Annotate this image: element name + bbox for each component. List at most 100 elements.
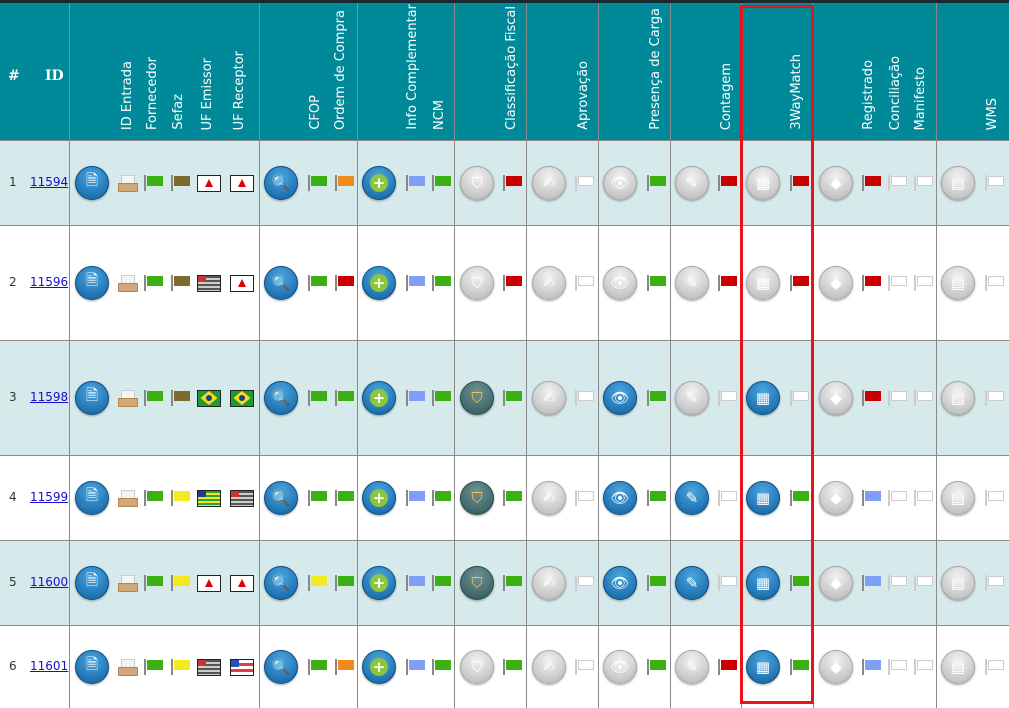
header-ordem-de-compra[interactable]: Ordem de Compra [333, 9, 348, 130]
registrado-diamond-button[interactable]: ◆ [819, 165, 853, 200]
contagem-flag-red[interactable] [718, 274, 738, 291]
ncm-flag-green[interactable] [432, 658, 452, 675]
classificacao-flag-green[interactable] [503, 658, 523, 675]
sefaz-flag-green[interactable] [144, 174, 164, 191]
info-complementar-flag-blue[interactable] [406, 274, 426, 291]
header-fornecedor[interactable]: Fornecedor [145, 56, 160, 130]
header-uf-receptor[interactable]: UF Receptor [232, 50, 247, 130]
header-3waymatch[interactable]: 3WayMatch [789, 54, 804, 130]
3waymatch-grid-button[interactable]: ▦ [746, 265, 780, 300]
wms-flag-white[interactable] [985, 658, 1005, 675]
manifesto-flag-white[interactable] [914, 658, 934, 675]
header-classificacao-fiscal[interactable]: Classificação Fiscal [504, 6, 519, 130]
header-conciliacao[interactable]: Conciliação [888, 55, 903, 130]
registrado-diamond-button[interactable]: ◆ [819, 265, 853, 300]
sefaz-flag-green[interactable] [144, 274, 164, 291]
presenca-flag-green[interactable] [647, 489, 667, 506]
document-id-link[interactable]: 11599 [30, 489, 69, 504]
ncm-flag-green[interactable] [432, 574, 452, 591]
contagem-button[interactable]: ✎ [675, 649, 709, 684]
aprovacao-button[interactable]: ✍ [532, 649, 566, 684]
aprovacao-flag-white[interactable] [575, 174, 595, 191]
sefaz-flag-green[interactable] [144, 658, 164, 675]
sefaz-flag-green[interactable] [144, 489, 164, 506]
header-aprovacao[interactable]: Aprovação [576, 61, 591, 130]
manifesto-flag-white[interactable] [914, 574, 934, 591]
classificacao-badge-button[interactable]: ⛉ [460, 565, 494, 600]
wms-button[interactable]: ▤ [941, 265, 975, 300]
presenca-flag-green[interactable] [647, 174, 667, 191]
document-id-link[interactable]: 11594 [30, 174, 69, 189]
header-contagem[interactable]: Contagem [719, 62, 734, 130]
contagem-button[interactable]: ✎ [675, 565, 709, 600]
presenca-flag-green[interactable] [647, 274, 667, 291]
sefaz-flag-green[interactable] [144, 389, 164, 406]
conciliacao-flag-white[interactable] [888, 389, 908, 406]
contagem-flag-white[interactable] [718, 389, 738, 406]
contagem-button[interactable]: ✎ [675, 380, 709, 415]
3waymatch-grid-button[interactable]: ▦ [746, 565, 780, 600]
3waymatch-grid-button[interactable]: ▦ [746, 649, 780, 684]
3waymatch-grid-button[interactable]: ▦ [746, 380, 780, 415]
wms-flag-white[interactable] [985, 574, 1005, 591]
wms-flag-white[interactable] [985, 389, 1005, 406]
fornecedor-inbox-icon[interactable] [118, 174, 138, 192]
registrado-diamond-button[interactable]: ◆ [819, 480, 853, 515]
header-manifesto[interactable]: Manifesto [913, 66, 928, 130]
wms-button[interactable]: ▤ [941, 380, 975, 415]
contagem-button[interactable]: ✎ [675, 480, 709, 515]
fornecedor-flag-brown[interactable] [171, 174, 191, 191]
document-id-link[interactable]: 11600 [30, 574, 69, 589]
header-cfop[interactable]: CFOP [308, 95, 323, 130]
contagem-flag-red[interactable] [718, 658, 738, 675]
registrado-flag-blue[interactable] [862, 574, 882, 591]
ncm-flag-green[interactable] [432, 389, 452, 406]
aprovacao-flag-white[interactable] [575, 389, 595, 406]
fornecedor-flag-yellow[interactable] [171, 574, 191, 591]
3waymatch-flag-green[interactable] [790, 574, 810, 591]
fornecedor-inbox-icon[interactable] [118, 489, 138, 507]
manifesto-flag-white[interactable] [914, 174, 934, 191]
document-id-link[interactable]: 11601 [30, 658, 69, 673]
wms-button[interactable]: ▤ [941, 565, 975, 600]
ordem-compra-flag-green[interactable] [335, 574, 355, 591]
registrado-flag-blue[interactable] [862, 658, 882, 675]
cfop-flag-green[interactable] [308, 489, 328, 506]
header-info-complementar[interactable]: Info Complementar [405, 4, 420, 130]
info-complementar-flag-blue[interactable] [406, 489, 426, 506]
id-entrada-button[interactable]: 🗎 [75, 265, 109, 300]
ordem-compra-flag-orange[interactable] [335, 174, 355, 191]
header-uf-emissor[interactable]: UF Emissor [200, 57, 215, 130]
conciliacao-flag-white[interactable] [888, 274, 908, 291]
3waymatch-grid-button[interactable]: ▦ [746, 480, 780, 515]
wms-button[interactable]: ▤ [941, 649, 975, 684]
header-id[interactable]: ID [45, 68, 64, 84]
cfop-flag-yellow[interactable] [308, 574, 328, 591]
presenca-carga-button[interactable]: 👁 [603, 565, 637, 600]
id-entrada-button[interactable]: 🗎 [75, 165, 109, 200]
info-complementar-flag-blue[interactable] [406, 658, 426, 675]
ordem-compra-flag-green[interactable] [335, 489, 355, 506]
aprovacao-flag-white[interactable] [575, 574, 595, 591]
id-entrada-button[interactable]: 🗎 [75, 565, 109, 600]
ordem-compra-flag-green[interactable] [335, 389, 355, 406]
info-complementar-flag-blue[interactable] [406, 389, 426, 406]
contagem-button[interactable]: ✎ [675, 165, 709, 200]
classificacao-badge-button[interactable]: ⛉ [460, 165, 494, 200]
presenca-carga-button[interactable]: 👁 [603, 480, 637, 515]
registrado-flag-red[interactable] [862, 174, 882, 191]
registrado-flag-red[interactable] [862, 274, 882, 291]
cfop-search-button[interactable]: 🔍 [264, 265, 298, 300]
conciliacao-flag-white[interactable] [888, 574, 908, 591]
presenca-flag-green[interactable] [647, 574, 667, 591]
info-complementar-add-button[interactable]: + [362, 380, 396, 415]
ncm-flag-green[interactable] [432, 174, 452, 191]
aprovacao-button[interactable]: ✍ [532, 165, 566, 200]
info-complementar-flag-blue[interactable] [406, 174, 426, 191]
presenca-carga-button[interactable]: 👁 [603, 165, 637, 200]
registrado-diamond-button[interactable]: ◆ [819, 380, 853, 415]
aprovacao-button[interactable]: ✍ [532, 380, 566, 415]
fornecedor-inbox-icon[interactable] [118, 389, 138, 407]
cfop-search-button[interactable]: 🔍 [264, 649, 298, 684]
classificacao-flag-red[interactable] [503, 174, 523, 191]
